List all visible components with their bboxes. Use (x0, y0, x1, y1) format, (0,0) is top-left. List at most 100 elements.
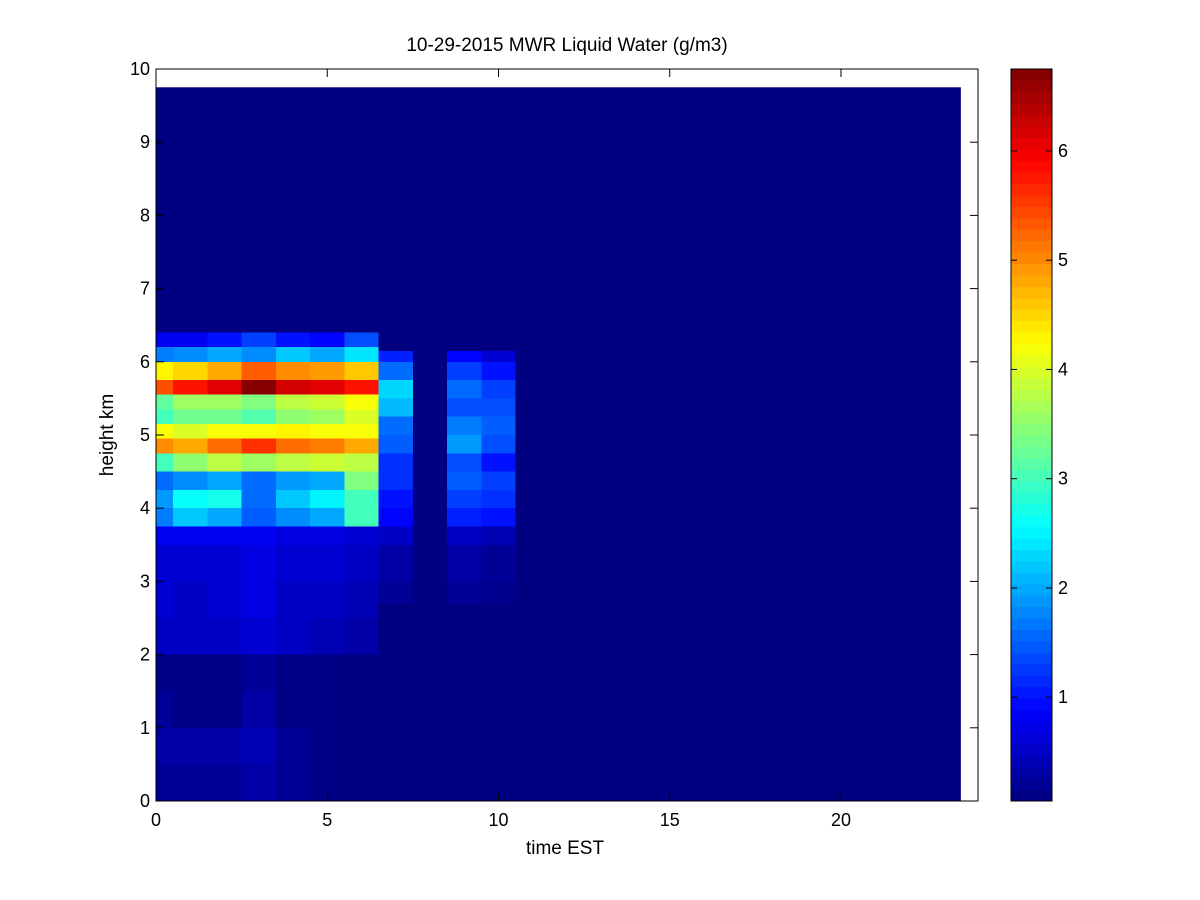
heatmap-cell (207, 691, 242, 728)
heatmap-cell (447, 471, 482, 490)
heatmap-cell (275, 394, 311, 410)
y-tick-label: 10 (130, 59, 150, 79)
x-tick-label: 20 (831, 810, 851, 830)
colorbar-band (1011, 732, 1052, 745)
heatmap-cell (156, 471, 174, 490)
heatmap-cell (173, 508, 208, 527)
heatmap-cell (156, 654, 174, 692)
heatmap-cell (275, 347, 311, 362)
heatmap-cell (344, 471, 379, 490)
heatmap-cell (207, 544, 242, 582)
heatmap-cell (344, 489, 379, 509)
heatmap-cell (344, 347, 379, 362)
colorbar-band (1011, 446, 1052, 459)
heatmap-cell (207, 380, 242, 395)
x-tick-label: 0 (151, 810, 161, 830)
colorbar-band (1011, 114, 1052, 127)
heatmap-cell (207, 332, 242, 348)
heatmap-cell (447, 489, 482, 509)
heatmap-cell (344, 453, 379, 472)
colorbar-band (1011, 366, 1052, 379)
heatmap-cell (241, 691, 276, 728)
heatmap-cell (156, 691, 174, 728)
colorbar-band (1011, 286, 1052, 299)
heatmap-cell (378, 508, 413, 527)
colorbar-band (1011, 720, 1052, 733)
heatmap-cell (241, 409, 276, 425)
heatmap-cell (241, 764, 276, 801)
heatmap-cell (173, 361, 208, 381)
colorbar-band (1011, 640, 1052, 653)
colorbar-band (1011, 686, 1052, 699)
heatmap-cell (156, 409, 174, 425)
colorbar-band (1011, 160, 1052, 173)
heatmap-cell (481, 453, 516, 472)
colorbar-band (1011, 389, 1052, 402)
colorbar-ticks: 1 2 3 4 5 6 (1011, 141, 1068, 707)
heatmap-cell (207, 526, 242, 545)
heatmap-cell (344, 544, 379, 582)
colorbar-band (1011, 423, 1052, 436)
colorbar-band (1011, 183, 1052, 196)
heatmap-cell (173, 380, 208, 395)
heatmap-cell (447, 435, 482, 454)
heatmap-cell (344, 409, 379, 425)
y-tick-label: 3 (140, 571, 150, 591)
colorbar-band (1011, 126, 1052, 139)
heatmap-cell (207, 347, 242, 362)
colorbar-tick-label: 2 (1058, 578, 1068, 598)
heatmap-cell (378, 544, 413, 582)
heatmap-cell (481, 581, 516, 604)
heatmap-cell (241, 654, 276, 692)
heatmap-cell (447, 581, 482, 604)
heatmap-cell (275, 508, 311, 527)
heatmap-cell (173, 727, 208, 765)
colorbar-tick-label: 6 (1058, 141, 1068, 161)
colorbar-band (1011, 549, 1052, 562)
heatmap-cell (173, 424, 208, 439)
heatmap-cell (207, 471, 242, 490)
colorbar-band (1011, 263, 1052, 276)
heatmap-cell (156, 727, 174, 765)
heatmap-cell (275, 691, 311, 728)
heatmap-cell (447, 361, 482, 381)
colorbar-band (1011, 435, 1052, 448)
colorbar-frame (1010, 68, 1053, 802)
heatmap-cell (378, 435, 413, 454)
heatmap-cell (207, 361, 242, 381)
heatmap-cell (173, 581, 208, 618)
heatmap-cell (275, 453, 311, 472)
heatmap-cell (447, 508, 482, 527)
heatmap-cell (310, 581, 345, 618)
heatmap-cell (173, 409, 208, 425)
heatmap-cell (173, 526, 208, 545)
heatmap-cell (241, 438, 276, 454)
x-axis-label: time EST (526, 838, 605, 859)
colorbar-band (1011, 103, 1052, 116)
colorbar-band (1011, 698, 1052, 711)
y-tick-label: 4 (140, 498, 150, 518)
y-tick-label: 2 (140, 645, 150, 665)
heatmap-cell (173, 618, 208, 655)
heatmap-cell (275, 361, 311, 381)
colorbar-band (1011, 537, 1052, 550)
heatmap-cell (310, 453, 345, 472)
heatmap-cell (173, 654, 208, 692)
heatmap-cell (481, 489, 516, 509)
heatmap-cell (378, 361, 413, 381)
colorbar-band (1011, 194, 1052, 207)
heatmap-cell (241, 361, 276, 381)
colorbar-band (1011, 595, 1052, 608)
colorbar-band (1011, 629, 1052, 642)
heatmap-cell (310, 347, 345, 362)
heatmap-cell (310, 544, 345, 582)
colorbar-band (1011, 229, 1052, 242)
colorbar-band (1011, 709, 1052, 722)
heatmap-cell (207, 508, 242, 527)
colorbar-band (1011, 663, 1052, 676)
heatmap-cell (275, 332, 311, 348)
heatmap-cell (241, 380, 276, 395)
y-tick-label: 6 (140, 352, 150, 372)
heatmap-cell (156, 438, 174, 454)
heatmap-cell (207, 581, 242, 618)
